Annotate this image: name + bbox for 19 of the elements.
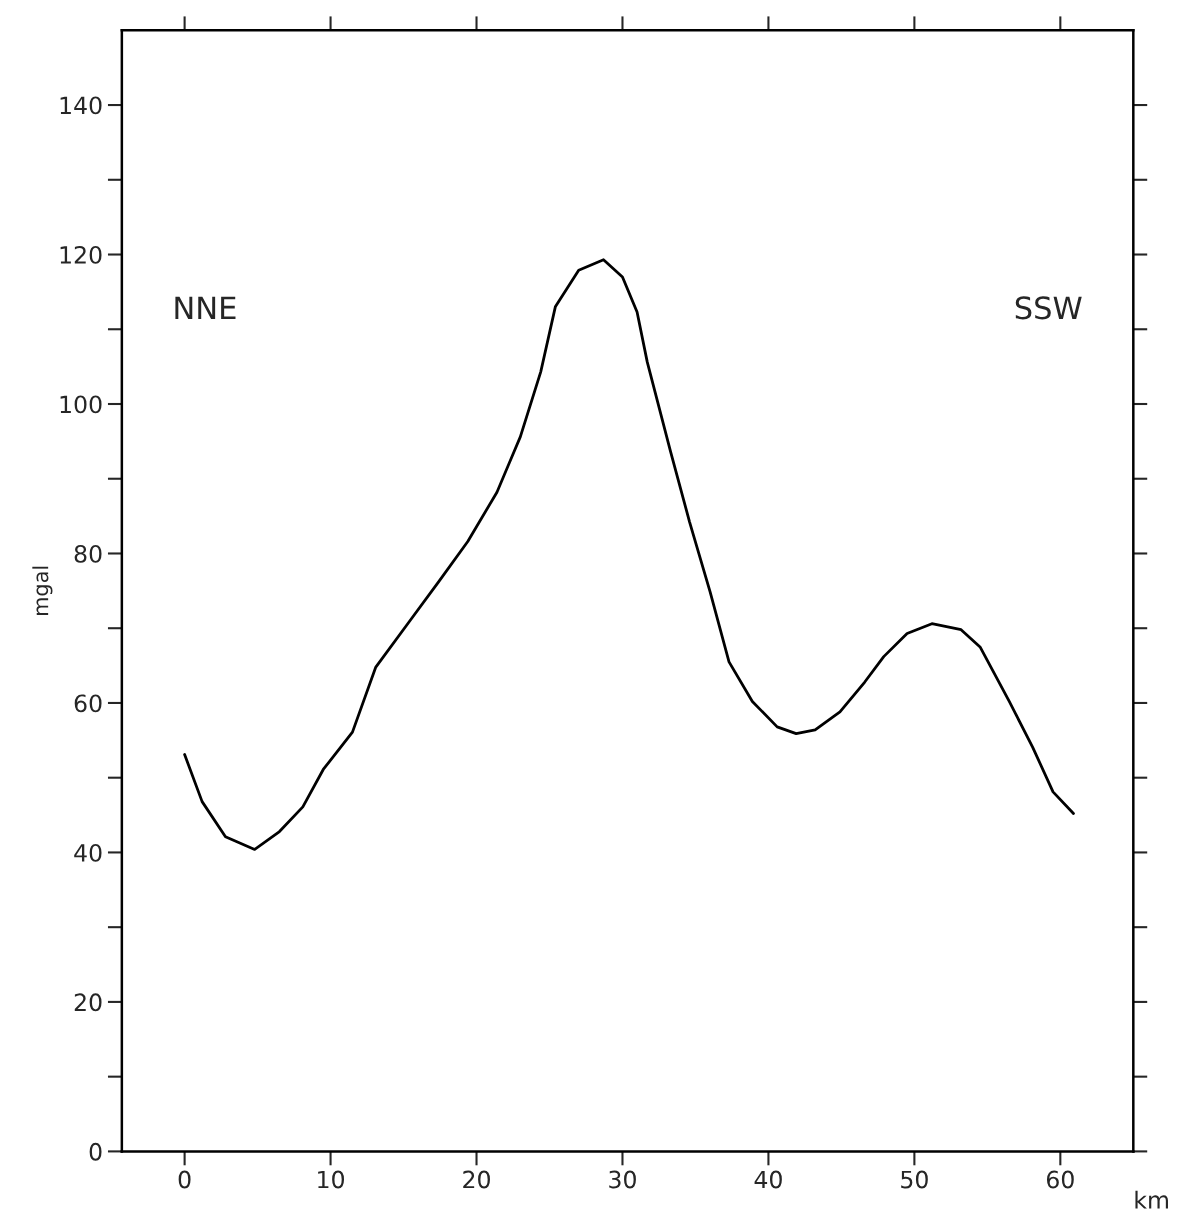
x-axis-title: km [1135, 1190, 1168, 1209]
y-tick-label: 140 [60, 96, 102, 115]
x-tick-label: 10 [318, 1170, 345, 1189]
y-tick-label: 60 [74, 694, 102, 713]
x-tick-label: 50 [901, 1170, 928, 1189]
annotation: SSW [1015, 296, 1082, 320]
y-tick-label: 80 [74, 544, 102, 563]
y-axis-title: mgal [32, 566, 53, 615]
x-tick-label: 30 [609, 1170, 636, 1189]
annotation: NNE [175, 296, 236, 320]
x-tick-label: 0 [178, 1170, 191, 1189]
x-tick-label: 60 [1046, 1170, 1074, 1189]
y-tick-label: 0 [89, 1142, 102, 1161]
y-tick-label: 120 [60, 245, 102, 264]
y-tick-label: 100 [60, 395, 102, 414]
x-tick-label: 40 [754, 1170, 782, 1189]
x-tick-label: 20 [463, 1170, 490, 1189]
y-tick-label: 40 [74, 843, 102, 862]
y-tick-label: 20 [74, 993, 102, 1012]
